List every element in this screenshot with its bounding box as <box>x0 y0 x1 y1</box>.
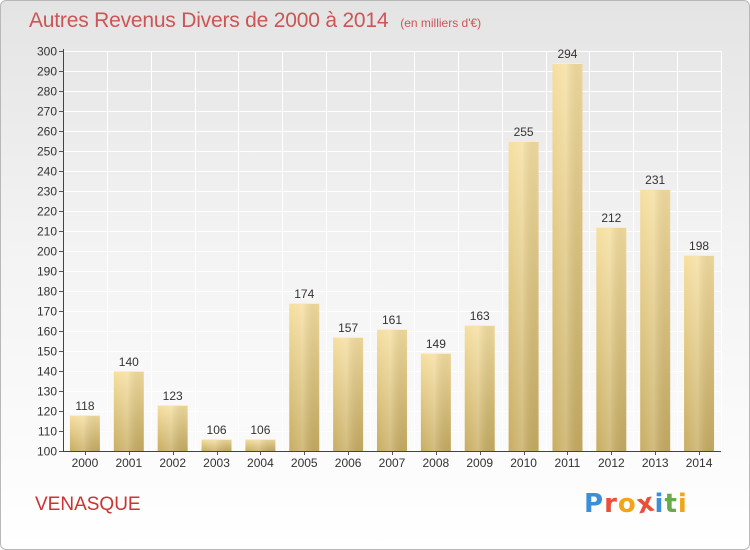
x-tick-label: 2014 <box>686 456 713 470</box>
bar-shine <box>69 415 100 451</box>
y-tick-label: 280 <box>37 85 57 99</box>
bar-shine <box>113 371 144 451</box>
proxiti-logo: Proxiti <box>584 487 688 520</box>
bar-shine <box>333 337 364 451</box>
data-label: 118 <box>75 399 94 413</box>
bar-shine <box>201 439 232 451</box>
x-tick-label: 2007 <box>379 456 406 470</box>
x-tick-label: 2012 <box>598 456 625 470</box>
logo-letter: P <box>584 489 605 519</box>
logo-letter: r <box>604 489 618 519</box>
data-label: 161 <box>382 313 402 327</box>
data-label: 106 <box>250 423 270 437</box>
y-tick-label: 200 <box>37 245 57 259</box>
y-tick-label: 260 <box>37 125 57 139</box>
data-label: 255 <box>514 125 534 139</box>
data-label: 163 <box>470 309 490 323</box>
data-label: 212 <box>601 211 621 225</box>
chart-title-text: Autres Revenus Divers de 2000 à 2014 <box>29 9 389 32</box>
x-tick-label: 2000 <box>72 456 99 470</box>
data-label: 149 <box>426 337 446 351</box>
data-label: 123 <box>163 389 183 403</box>
y-tick-label: 180 <box>37 285 57 299</box>
y-tick-label: 120 <box>37 405 57 419</box>
bar-shine <box>157 405 188 451</box>
logo-letter: t <box>664 489 678 519</box>
x-tick-label: 2002 <box>159 456 186 470</box>
bars <box>69 63 715 451</box>
y-tick-label: 210 <box>37 225 57 239</box>
bar-shine <box>377 329 407 451</box>
data-label: 140 <box>119 355 139 369</box>
axes: 100 110 120 130 140 150 160 170 180 190 200 210 220 2… <box>37 45 721 470</box>
y-tick-label: 270 <box>37 105 57 119</box>
y-tick-label: 230 <box>37 185 57 199</box>
commune-name: VENASQUE <box>35 494 141 515</box>
y-tick-label: 170 <box>37 305 57 319</box>
y-tick-label: 190 <box>37 265 57 279</box>
bar-shine <box>684 255 715 451</box>
y-tick-label: 150 <box>37 345 57 359</box>
data-label: 157 <box>338 321 358 335</box>
x-tick-label: 2009 <box>466 456 493 470</box>
bar-shine <box>596 227 627 451</box>
data-label: 198 <box>689 239 709 253</box>
logo-letter: i <box>677 489 688 519</box>
y-tick-label: 160 <box>37 325 57 339</box>
x-tick-label: 2010 <box>510 456 537 470</box>
y-tick-label: 290 <box>37 65 57 79</box>
chart-title: Autres Revenus Divers de 2000 à 2014 (en… <box>29 9 481 33</box>
x-tick-label: 2011 <box>555 456 581 470</box>
y-tick-label: 140 <box>37 365 57 379</box>
bar-shine <box>289 303 320 451</box>
data-label: 231 <box>645 173 665 187</box>
x-tick-label: 2001 <box>115 456 142 470</box>
y-tick-label: 240 <box>37 165 57 179</box>
data-label: 106 <box>207 423 227 437</box>
x-tick-label: 2013 <box>642 456 669 470</box>
y-tick-label: 130 <box>37 385 57 399</box>
data-label: 174 <box>294 287 314 301</box>
data-label: 294 <box>557 47 577 61</box>
y-tick-label: 100 <box>37 445 57 459</box>
bar-shine <box>420 353 451 451</box>
bar-shine <box>245 439 276 451</box>
logo-letter: i <box>654 489 665 519</box>
data-labels: 118 140 123 106 106 174 157 161 149 163 255 294 212 2… <box>75 47 709 437</box>
y-tick-label: 110 <box>38 425 57 439</box>
y-tick-label: 300 <box>37 45 57 59</box>
x-tick-label: 2004 <box>247 456 274 470</box>
x-tick-label: 2006 <box>335 456 362 470</box>
x-tick-label: 2005 <box>291 456 318 470</box>
y-tick-label: 250 <box>37 145 57 159</box>
x-tick-label: 2008 <box>423 456 450 470</box>
bar-shine <box>640 189 671 451</box>
y-tick-label: 220 <box>37 205 57 219</box>
logo-letter: o <box>617 489 637 519</box>
chart-subtitle: (en milliers d'€) <box>400 16 482 30</box>
bar-shine <box>508 141 539 451</box>
bar-shine <box>464 325 495 451</box>
x-tick-label: 2003 <box>203 456 230 470</box>
bar-shine <box>552 63 583 451</box>
